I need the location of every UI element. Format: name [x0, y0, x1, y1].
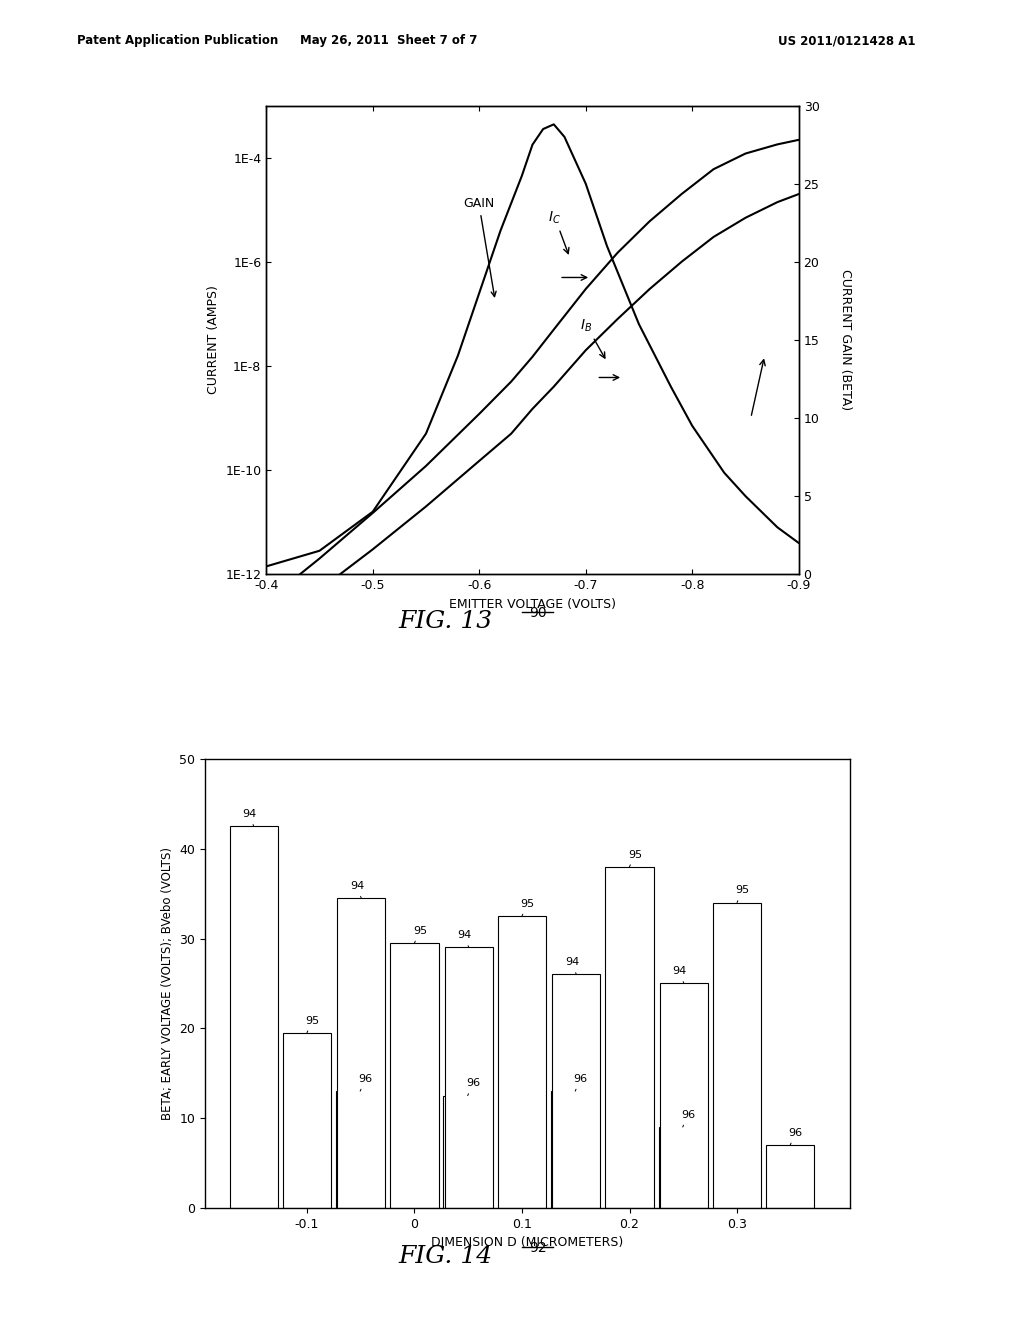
Y-axis label: CURRENT GAIN (BETA): CURRENT GAIN (BETA) [839, 269, 852, 411]
Y-axis label: CURRENT (AMPS): CURRENT (AMPS) [207, 285, 220, 395]
Text: 96: 96 [466, 1078, 480, 1096]
Text: US 2011/0121428 A1: US 2011/0121428 A1 [778, 34, 915, 48]
Bar [498, 916, 546, 1208]
Text: 96: 96 [681, 1110, 695, 1127]
X-axis label: DIMENSION D (MICROMETERS): DIMENSION D (MICROMETERS) [431, 1236, 624, 1249]
Text: 94: 94 [673, 966, 687, 983]
Bar [337, 898, 385, 1208]
X-axis label: EMITTER VOLTAGE (VOLTS): EMITTER VOLTAGE (VOLTS) [449, 598, 616, 611]
Bar [713, 903, 761, 1208]
Bar [390, 942, 438, 1208]
Bar [766, 1144, 814, 1208]
Bar [444, 948, 493, 1208]
Bar [659, 983, 708, 1208]
Text: $\mathit{I}_C$: $\mathit{I}_C$ [549, 210, 569, 253]
Text: $\mathit{I}_B$: $\mathit{I}_B$ [581, 318, 605, 358]
Text: May 26, 2011  Sheet 7 of 7: May 26, 2011 Sheet 7 of 7 [300, 34, 478, 48]
Text: 90: 90 [528, 606, 547, 620]
Text: 96: 96 [358, 1074, 373, 1092]
Text: GAIN: GAIN [463, 197, 496, 297]
Text: 95: 95 [413, 925, 427, 942]
Text: Patent Application Publication: Patent Application Publication [77, 34, 279, 48]
Bar [336, 1092, 384, 1208]
Bar [443, 1096, 492, 1208]
Y-axis label: BETA; EARLY VOLTAGE (VOLTS); BVebo (VOLTS): BETA; EARLY VOLTAGE (VOLTS); BVebo (VOLT… [161, 847, 173, 1119]
Text: 95: 95 [305, 1015, 319, 1032]
Bar [551, 1092, 599, 1208]
Bar [229, 826, 278, 1208]
Text: 94: 94 [243, 809, 257, 826]
Text: 94: 94 [350, 880, 365, 898]
Text: 92: 92 [528, 1241, 547, 1255]
Text: 96: 96 [573, 1074, 588, 1092]
Text: 95: 95 [520, 899, 535, 916]
Text: 94: 94 [458, 931, 472, 948]
Text: FIG. 13: FIG. 13 [398, 610, 493, 632]
Text: 94: 94 [565, 957, 580, 974]
Bar [658, 1127, 707, 1208]
Bar [283, 1032, 331, 1208]
Text: FIG. 14: FIG. 14 [398, 1245, 493, 1267]
Bar [552, 974, 600, 1208]
Text: 95: 95 [735, 886, 750, 903]
Text: 95: 95 [628, 850, 642, 867]
Bar [605, 867, 653, 1208]
Text: 96: 96 [788, 1127, 803, 1144]
